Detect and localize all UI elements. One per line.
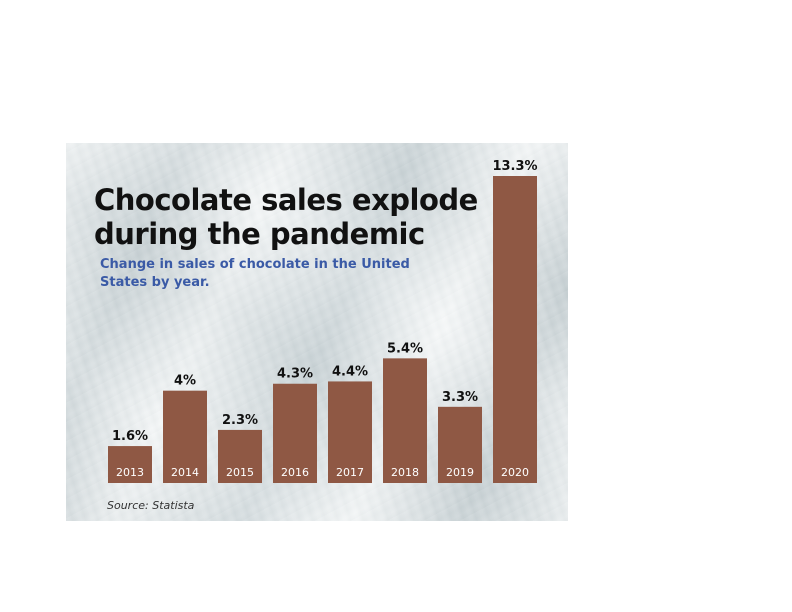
- chart-title: Chocolate sales explode during the pande…: [94, 183, 478, 251]
- category-label-2019: 2019: [446, 466, 474, 479]
- value-label-2017: 4.4%: [332, 364, 368, 379]
- category-label-2016: 2016: [281, 466, 309, 479]
- chart-source: Source: Statista: [107, 499, 195, 512]
- bar-2013: [108, 446, 152, 483]
- category-label-2014: 2014: [171, 466, 199, 479]
- value-label-2016: 4.3%: [277, 367, 313, 382]
- bar-2014: [163, 390, 207, 483]
- value-label-2015: 2.3%: [222, 413, 258, 428]
- bar-2017: [328, 381, 372, 483]
- bar-2015: [218, 429, 262, 483]
- value-label-2018: 5.4%: [387, 341, 423, 356]
- value-label-2020: 13.3%: [492, 159, 537, 174]
- category-label-2018: 2018: [391, 466, 419, 479]
- bar-2018: [383, 358, 427, 483]
- value-label-2013: 1.6%: [112, 429, 148, 444]
- bar-2020: [493, 176, 537, 483]
- bar-2019: [438, 406, 482, 483]
- category-label-2013: 2013: [116, 466, 144, 479]
- chart-subtitle: Change in sales of chocolate in the Unit…: [100, 257, 410, 290]
- bar-2016: [273, 383, 317, 483]
- category-label-2020: 2020: [501, 466, 529, 479]
- category-label-2017: 2017: [336, 466, 364, 479]
- value-label-2019: 3.3%: [442, 390, 478, 405]
- value-label-2014: 4%: [174, 374, 196, 389]
- category-label-2015: 2015: [226, 466, 254, 479]
